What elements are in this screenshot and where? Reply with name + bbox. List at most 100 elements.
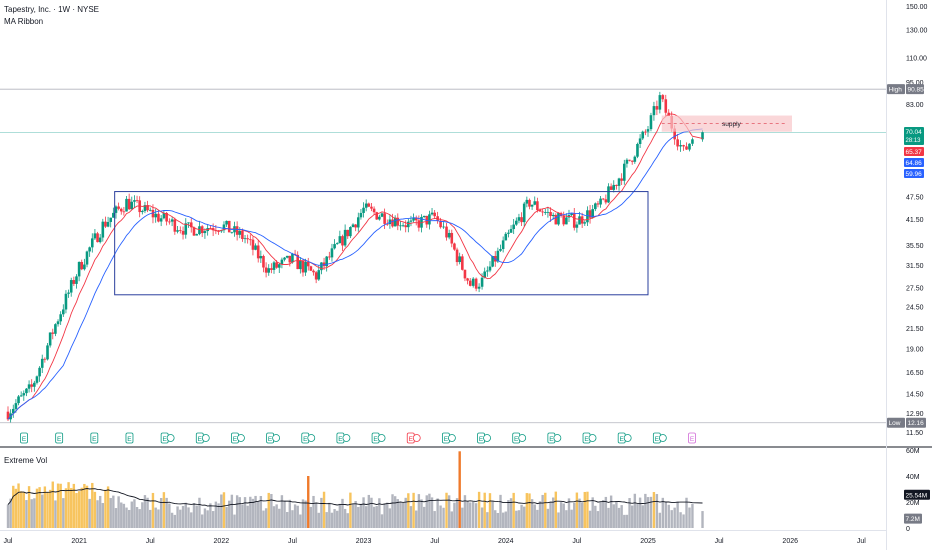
candle-body <box>630 160 634 162</box>
volume-bar <box>209 503 212 528</box>
low-tag-bg <box>887 417 905 428</box>
indicator-legend-extreme-vol[interactable]: Extreme Vol <box>4 456 48 465</box>
candle-body <box>486 270 489 272</box>
dividend-marker <box>342 434 351 442</box>
volume-bar <box>430 497 434 528</box>
volume-bar <box>304 500 307 528</box>
volume-bar <box>288 499 292 528</box>
volume-bar <box>447 495 451 528</box>
candle-body <box>601 198 605 200</box>
volume-bar <box>504 511 507 528</box>
volume-bar <box>636 504 639 528</box>
time-axis-tick: 2026 <box>782 538 798 545</box>
candle-body <box>430 212 434 215</box>
volume-axis-tick: 60M <box>906 448 920 455</box>
volume-bar <box>575 492 579 528</box>
volume-bar <box>154 507 157 528</box>
candle-body <box>391 219 394 227</box>
candle-body <box>664 99 668 113</box>
candle-body <box>51 332 55 334</box>
candle-body <box>22 393 26 396</box>
volume-bar <box>241 504 244 528</box>
volume-bar <box>249 496 252 528</box>
volume-bar <box>533 504 536 528</box>
volume-bar <box>471 501 475 528</box>
ma-fast-line <box>7 113 703 420</box>
volume-bar <box>72 483 76 528</box>
candle-body <box>125 198 128 212</box>
earnings-marker-label: E <box>584 436 589 443</box>
volume-bar <box>570 509 573 528</box>
ma-slow-line <box>7 128 703 420</box>
candle-body <box>143 205 147 212</box>
candle-body <box>458 256 461 263</box>
earnings-marker-label: E <box>373 436 378 443</box>
volume-bar <box>496 512 500 528</box>
candle-body <box>96 233 99 243</box>
candle-body <box>256 245 260 259</box>
candle-body <box>620 178 623 181</box>
candle-body <box>6 411 10 420</box>
volume-bar <box>357 507 360 528</box>
volume-bar <box>388 508 392 528</box>
candle-body <box>159 218 163 222</box>
price-axis-tick: 41.50 <box>906 217 924 224</box>
volume-bar <box>554 491 558 528</box>
volume-bar <box>578 498 581 528</box>
candle-body <box>133 200 136 202</box>
candle-body <box>370 206 373 209</box>
volume-bar <box>77 491 81 528</box>
candle-body <box>676 139 679 147</box>
volume-bar <box>433 511 436 528</box>
volume-bar <box>146 497 149 528</box>
candle-body <box>85 251 89 265</box>
dividend-marker <box>483 434 491 442</box>
volume-bar <box>179 509 182 528</box>
price-axis-tick: 14.50 <box>906 392 924 399</box>
range-box <box>114 191 649 296</box>
candle-body <box>285 255 289 258</box>
volume-bar <box>685 497 688 528</box>
time-axis-tick: Jul <box>430 538 439 545</box>
candle-body <box>130 201 134 210</box>
candle-body <box>417 220 421 228</box>
time-axis-tick: Jul <box>4 538 13 545</box>
candle-body <box>19 395 23 397</box>
volume-bar <box>301 499 305 528</box>
volume-ma-tag-bg <box>904 489 930 500</box>
volume-bar <box>375 506 378 528</box>
candle-body <box>148 209 152 211</box>
candle-body <box>655 106 659 110</box>
volume-bar <box>56 483 60 528</box>
volume-bar <box>299 514 302 528</box>
supply-label: supply <box>722 121 742 128</box>
volume-bar <box>549 501 552 528</box>
volume-bar <box>480 507 484 528</box>
candle-body <box>591 209 594 218</box>
candle-body <box>525 199 529 204</box>
candle-body <box>14 403 18 409</box>
candle-body <box>649 115 653 130</box>
candle-body <box>682 145 685 147</box>
candle-body <box>165 212 168 222</box>
volume-bar <box>122 503 126 528</box>
earnings-marker <box>90 432 99 444</box>
volume-bar <box>682 514 685 528</box>
volume-bar <box>691 503 694 528</box>
dividend-marker <box>553 434 562 442</box>
candle-body <box>393 217 397 227</box>
volume-bar <box>254 495 257 528</box>
candle-body <box>383 213 386 224</box>
volume-bar <box>383 504 386 528</box>
candle-body <box>104 221 107 227</box>
indicator-legend-ma-ribbon[interactable]: MA Ribbon <box>4 17 44 26</box>
volume-bar <box>112 495 115 528</box>
candle-body <box>135 200 139 201</box>
volume-bar <box>22 491 26 528</box>
candle-body <box>496 250 500 262</box>
candle-body <box>468 280 472 286</box>
volume-bar <box>138 509 141 528</box>
candle-body <box>646 129 650 132</box>
earnings-marker-label: E <box>198 436 203 443</box>
